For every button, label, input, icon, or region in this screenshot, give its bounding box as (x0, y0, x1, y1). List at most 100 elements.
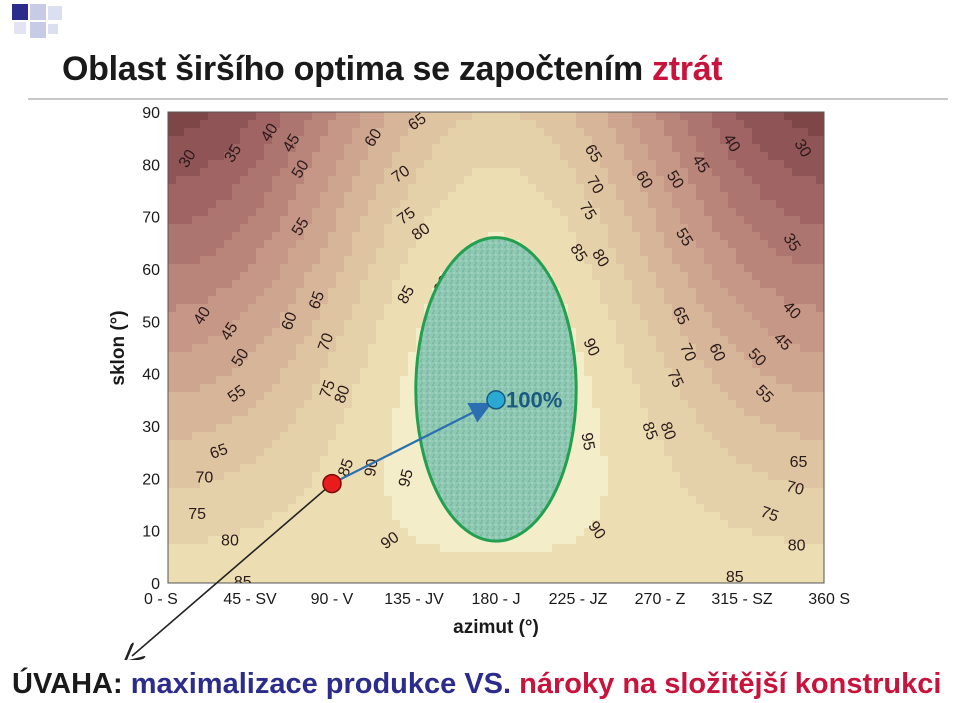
contour-cell (320, 328, 329, 337)
contour-cell (816, 128, 824, 137)
contour-cell (496, 184, 505, 193)
contour-cell (384, 520, 393, 529)
contour-cell (808, 200, 817, 209)
contour-cell (192, 256, 201, 265)
contour-cell (624, 480, 633, 489)
contour-cell (800, 400, 809, 409)
contour-cell (784, 112, 793, 121)
contour-cell (656, 416, 665, 425)
contour-cell (368, 528, 377, 537)
contour-cell (368, 568, 377, 577)
contour-cell (592, 504, 601, 513)
contour-cell (792, 504, 801, 513)
contour-cell (664, 256, 673, 265)
contour-cell (256, 160, 265, 169)
contour-cell (680, 536, 689, 545)
contour-cell (240, 432, 249, 441)
contour-cell (384, 160, 393, 169)
contour-cell (360, 128, 369, 137)
contour-cell (304, 432, 313, 441)
contour-cell (656, 544, 665, 553)
contour-cell (800, 536, 809, 545)
contour-cell (600, 488, 609, 497)
contour-cell (672, 240, 681, 249)
contour-cell (472, 576, 481, 583)
contour-cell (408, 456, 417, 465)
contour-cell (256, 136, 265, 145)
contour-cell (280, 152, 289, 161)
contour-cell (320, 496, 329, 505)
contour-cell (320, 136, 329, 145)
contour-cell (408, 240, 417, 249)
contour-cell (784, 336, 793, 345)
contour-cell (792, 296, 801, 305)
contour-cell (600, 392, 609, 401)
contour-cell (768, 560, 777, 569)
contour-cell (192, 504, 201, 513)
contour-cell (648, 392, 657, 401)
contour-cell (696, 520, 705, 529)
contour-cell (368, 312, 377, 321)
contour-cell (720, 288, 729, 297)
contour-cell (216, 200, 225, 209)
contour-cell (248, 264, 257, 273)
contour-cell (568, 504, 577, 513)
contour-cell (632, 312, 641, 321)
contour-value-label: 85 (234, 574, 252, 591)
contour-cell (248, 456, 257, 465)
contour-cell (264, 336, 273, 345)
contour-cell (272, 352, 281, 361)
contour-cell (424, 176, 433, 185)
contour-cell (680, 312, 689, 321)
contour-cell (192, 368, 201, 377)
contour-cell (784, 240, 793, 249)
contour-cell (208, 360, 217, 369)
contour-cell (200, 456, 209, 465)
contour-cell (776, 488, 785, 497)
contour-cell (200, 240, 209, 249)
contour-cell (544, 248, 553, 257)
contour-cell (640, 560, 649, 569)
contour-cell (192, 128, 201, 137)
contour-cell (600, 504, 609, 513)
contour-cell (440, 168, 449, 177)
y-tick-label: 0 (151, 576, 160, 593)
contour-value-label: 55 (289, 215, 313, 239)
contour-cell (712, 304, 721, 313)
contour-cell (216, 136, 225, 145)
contour-cell (424, 232, 433, 241)
contour-cell (208, 120, 217, 129)
contour-cell (712, 512, 721, 521)
contour-cell (816, 352, 824, 361)
contour-cell (600, 288, 609, 297)
contour-cell (208, 256, 217, 265)
contour-cell (808, 440, 817, 449)
contour-cell (792, 552, 801, 561)
contour-cell (272, 280, 281, 289)
contour-cell (664, 456, 673, 465)
contour-cell (592, 360, 601, 369)
contour-cell (496, 168, 505, 177)
contour-cell (360, 280, 369, 289)
contour-cell (632, 576, 641, 583)
contour-cell (776, 112, 785, 121)
contour-cell (520, 128, 529, 137)
contour-cell (456, 136, 465, 145)
contour-cell (336, 112, 345, 121)
contour-cell (344, 448, 353, 457)
contour-cell (280, 560, 289, 569)
contour-value-label: 70 (784, 478, 806, 499)
contour-cell (240, 416, 249, 425)
contour-cell (632, 456, 641, 465)
contour-cell (608, 408, 617, 417)
contour-cell (272, 296, 281, 305)
contour-cell (216, 304, 225, 313)
contour-cell (680, 280, 689, 289)
contour-cell (280, 184, 289, 193)
contour-cell (360, 336, 369, 345)
contour-cell (680, 136, 689, 145)
contour-cell (368, 168, 377, 177)
contour-cell (304, 520, 313, 529)
contour-cell (304, 176, 313, 185)
contour-cell (696, 504, 705, 513)
